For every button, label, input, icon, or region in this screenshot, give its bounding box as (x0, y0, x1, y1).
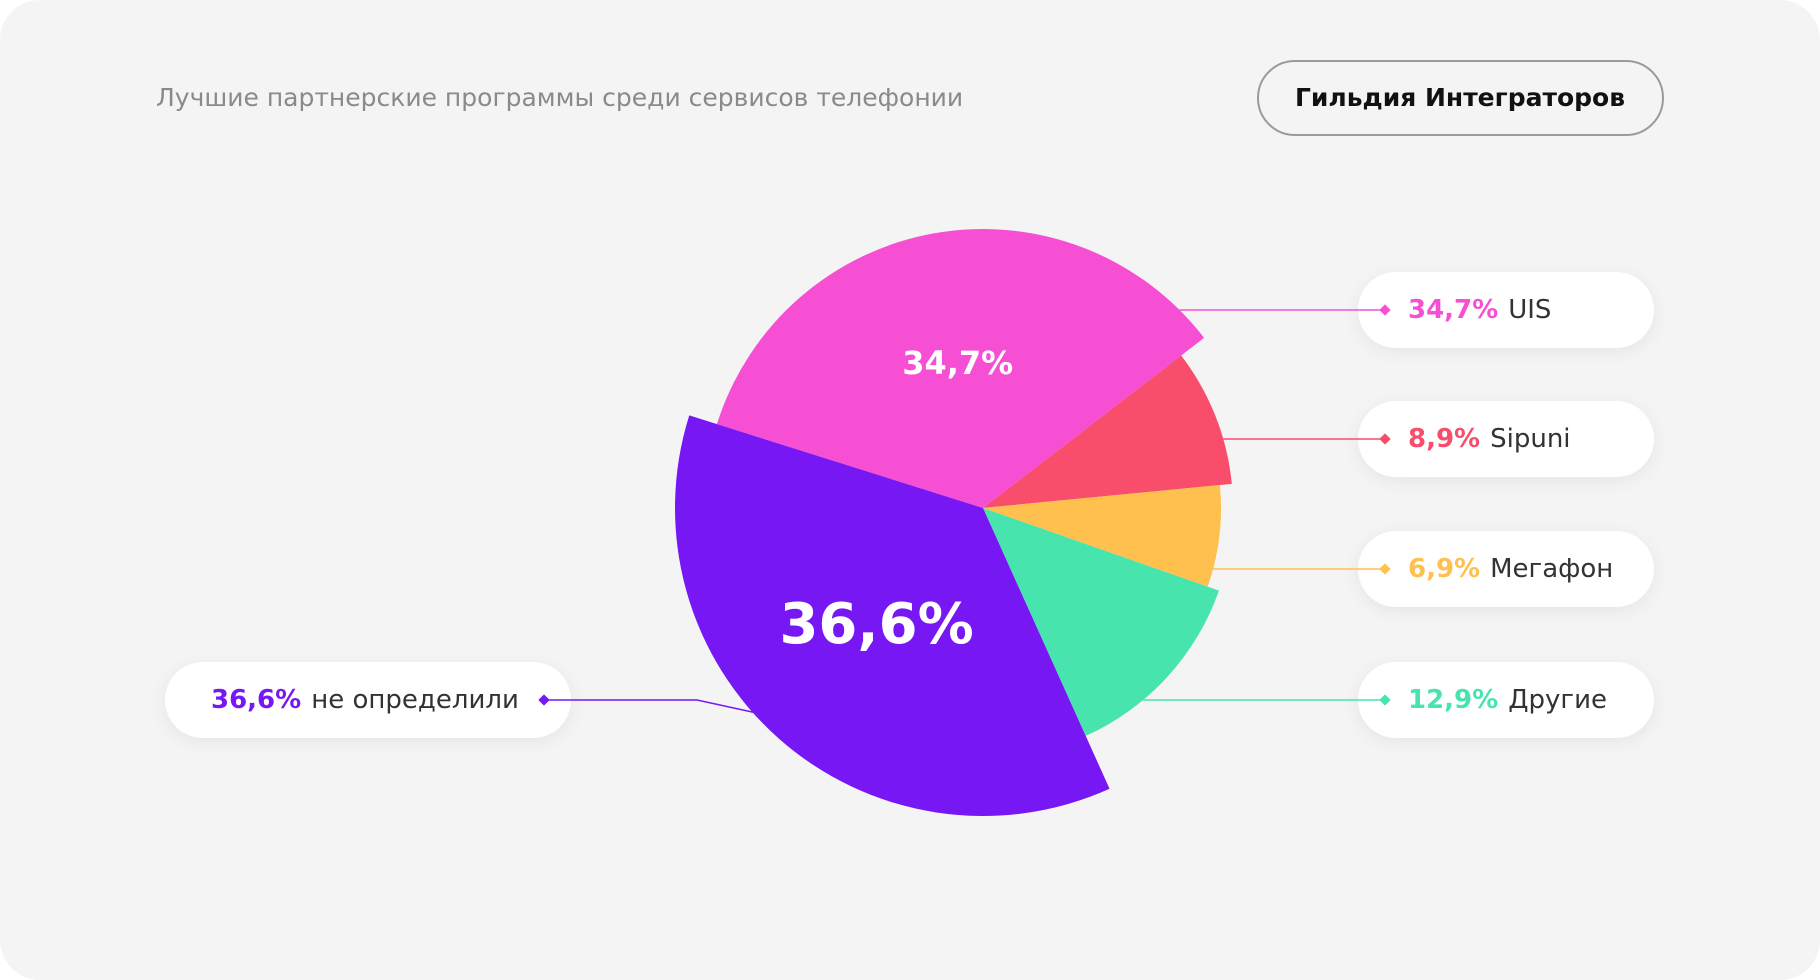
legend-name: Sipuni (1490, 424, 1570, 454)
badge-text[interactable]: Гильдия Интеграторов (1295, 83, 1625, 112)
slice-label: 34,7% (902, 344, 1013, 382)
legend-pill (1358, 531, 1654, 607)
legend-entry: 6,9% Мегафон (1408, 554, 1613, 584)
legend-value: 36,6% (211, 685, 301, 715)
legend-entry: 8,9% Sipuni (1408, 424, 1571, 454)
connector-dot (1379, 304, 1391, 316)
slice (675, 415, 1110, 816)
connector (544, 699, 756, 714)
slice (983, 355, 1232, 508)
legend-pill (1358, 662, 1654, 738)
legend-value: 8,9% (1408, 424, 1480, 454)
legend-pill (165, 662, 571, 738)
legend-entry: 36,6% не определили (211, 685, 519, 715)
slice (716, 228, 1205, 508)
legend-name: UIS (1508, 295, 1551, 325)
badge[interactable] (1257, 60, 1664, 136)
slice-label: 36,6% (779, 592, 973, 657)
slice (983, 508, 1219, 736)
legend-value: 12,9% (1408, 685, 1498, 715)
legend-entry: 12,9% Другие (1408, 685, 1607, 715)
legend-pill (1358, 401, 1654, 477)
connector-dot (1379, 563, 1391, 575)
legend-value: 34,7% (1408, 295, 1498, 325)
legend-entry: 34,7% UIS (1408, 295, 1551, 325)
title: Лучшие партнерские программы среди серви… (156, 83, 963, 112)
legend-value: 6,9% (1408, 554, 1480, 584)
legend-name: Мегафон (1490, 554, 1613, 584)
connector-dot (538, 694, 550, 706)
pie-chart: 34,7% 36,6% 34,7% UIS 8,9% Sipuni 6,9% Мегафон 1… (165, 228, 1654, 816)
legend-name: Другие (1508, 685, 1607, 715)
legend-name: не определили (311, 685, 519, 715)
connector-dot (1379, 694, 1391, 706)
slice (983, 485, 1221, 587)
legend-pill (1358, 272, 1654, 348)
connector-dot (1379, 433, 1391, 445)
